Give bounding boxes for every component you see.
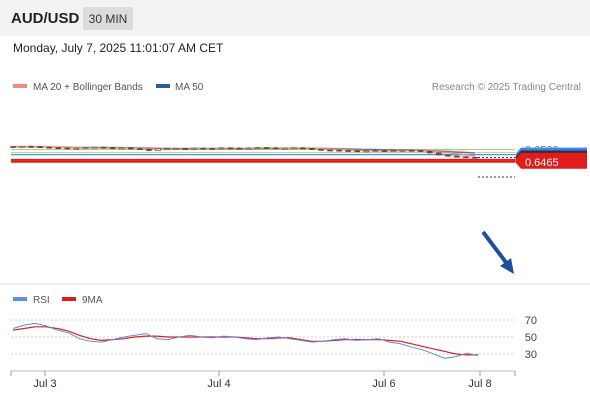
rsi-legend-label: RSI: [33, 295, 50, 306]
candle-body: [173, 148, 179, 150]
candle-body: [254, 147, 261, 149]
candle-body: [146, 148, 152, 151]
candle-body: [64, 147, 71, 150]
candle-body: [399, 149, 406, 152]
rsi-line: [12, 322, 479, 359]
candle-body: [209, 148, 216, 150]
x-tick-label: Jul 4: [207, 378, 230, 390]
symbol-label: AUD/USD: [11, 10, 80, 27]
candle-body: [109, 147, 116, 149]
ma20-legend-label: MA 20 + Bollinger Bands: [33, 82, 143, 93]
candle-body: [37, 146, 43, 148]
nine-ma-legend-swatch: [62, 297, 76, 301]
candle-body: [137, 148, 143, 151]
candle-body: [191, 147, 197, 150]
candle-body: [300, 147, 306, 150]
ma20-line: [12, 146, 476, 157]
candle-body: [426, 151, 433, 154]
candle-body: [291, 147, 297, 150]
candles: [10, 145, 478, 159]
candle-body: [272, 147, 279, 150]
candle-body: [454, 155, 460, 158]
candle-body: [227, 147, 234, 150]
candle-body: [263, 147, 270, 149]
rsi-tick-label: 50: [525, 332, 537, 344]
x-tick-label: Jul 8: [468, 378, 491, 390]
x-tick-label: Jul 3: [33, 378, 56, 390]
candle-body: [28, 146, 34, 148]
forecast-arrow-head: [500, 258, 514, 274]
candle-body: [164, 148, 170, 151]
candle-body: [46, 146, 53, 149]
candle-body: [390, 150, 397, 152]
candle-body: [155, 148, 161, 151]
x-tick-label: Jul 6: [372, 378, 395, 390]
rsi-tick-label: 70: [525, 315, 537, 327]
timeframe-button[interactable]: 30 MIN: [83, 7, 133, 30]
candle-body: [336, 149, 342, 152]
source-label: Research © 2025 Trading Central: [432, 82, 581, 93]
nine-ma-legend-label: 9MA: [82, 295, 103, 306]
candle-body: [381, 150, 388, 152]
candle-body: [417, 150, 424, 152]
candle-body: [100, 146, 107, 149]
price-level-label: 0.6465: [525, 157, 559, 169]
candle-body: [127, 147, 134, 150]
candle-body: [200, 147, 207, 150]
ma50-legend-label: MA 50: [175, 82, 204, 93]
rsi-tick-label: 30: [525, 349, 537, 361]
datetime-label: Monday, July 7, 2025 11:01:07 AM CET: [13, 41, 224, 55]
header-bar: AUD/USD 30 MIN: [0, 0, 590, 36]
candle-body: [10, 146, 16, 148]
ma50-legend-swatch: [156, 84, 170, 88]
forecast-arrow-shaft: [481, 230, 510, 267]
candle-body: [182, 148, 188, 150]
candle-body: [218, 147, 225, 150]
candle-body: [408, 149, 415, 152]
candle-body: [73, 147, 80, 150]
candle-body: [463, 156, 469, 159]
price-level-tag: [515, 154, 587, 169]
candle-body: [435, 152, 442, 156]
candle-body: [363, 150, 370, 153]
candle-body: [281, 147, 288, 150]
candle-body: [345, 150, 351, 152]
ma20-legend-swatch: [13, 84, 27, 88]
rsi-legend-swatch: [13, 297, 27, 301]
candle-body: [318, 149, 324, 151]
candle-body: [309, 148, 315, 150]
price-levels: [11, 149, 515, 178]
candle-body: [445, 154, 451, 157]
candle-body: [82, 147, 89, 149]
candle-body: [354, 150, 361, 153]
candle-body: [327, 149, 333, 152]
candle-body: [372, 150, 379, 152]
candle-body: [91, 146, 98, 149]
rsi-grid: 70 50 30: [11, 315, 537, 361]
candle-body: [118, 147, 125, 150]
candle-body: [55, 147, 62, 149]
candle-body: [472, 156, 478, 159]
price-level-labels: 0.65600.65350.65200.64980.64800.6465: [515, 145, 587, 169]
rsi-ma-line: [12, 326, 478, 356]
candle-body: [245, 147, 252, 150]
candle-body: [19, 146, 25, 148]
candle-body: [236, 147, 243, 150]
x-axis: Jul 3 Jul 4 Jul 6 Jul 8: [10, 371, 516, 390]
